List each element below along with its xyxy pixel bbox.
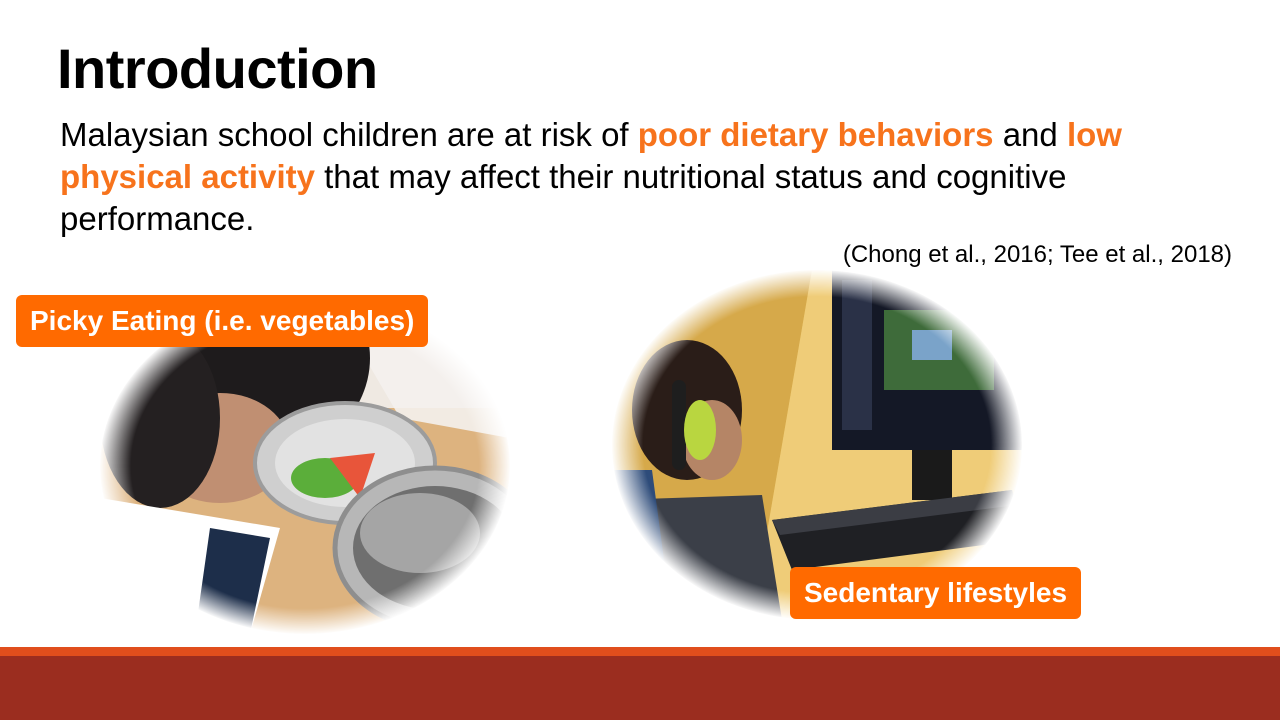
- picky-eating-tag: Picky Eating (i.e. vegetables): [16, 295, 429, 347]
- highlight-poor-dietary: poor dietary behaviors: [637, 116, 994, 153]
- child-eating-photo: [100, 298, 510, 634]
- highlight-low-activity: low physical activity: [60, 116, 1122, 195]
- intro-paragraph: Malaysian school children are at risk of…: [60, 114, 1235, 240]
- intro-text-part3: that may affect their nutritional status…: [60, 158, 1067, 237]
- footer-bar: [0, 656, 1280, 720]
- child-gaming-photo: [612, 270, 1022, 620]
- slide-title: Introduction: [57, 37, 378, 100]
- citation: (Chong et al., 2016; Tee et al., 2018): [842, 241, 1232, 268]
- intro-text-part2: and: [993, 116, 1067, 153]
- intro-text-part1: Malaysian school children are at risk of: [60, 116, 638, 153]
- footer-stripe: [0, 647, 1280, 656]
- sedentary-lifestyles-tag: Sedentary lifestyles: [790, 567, 1082, 619]
